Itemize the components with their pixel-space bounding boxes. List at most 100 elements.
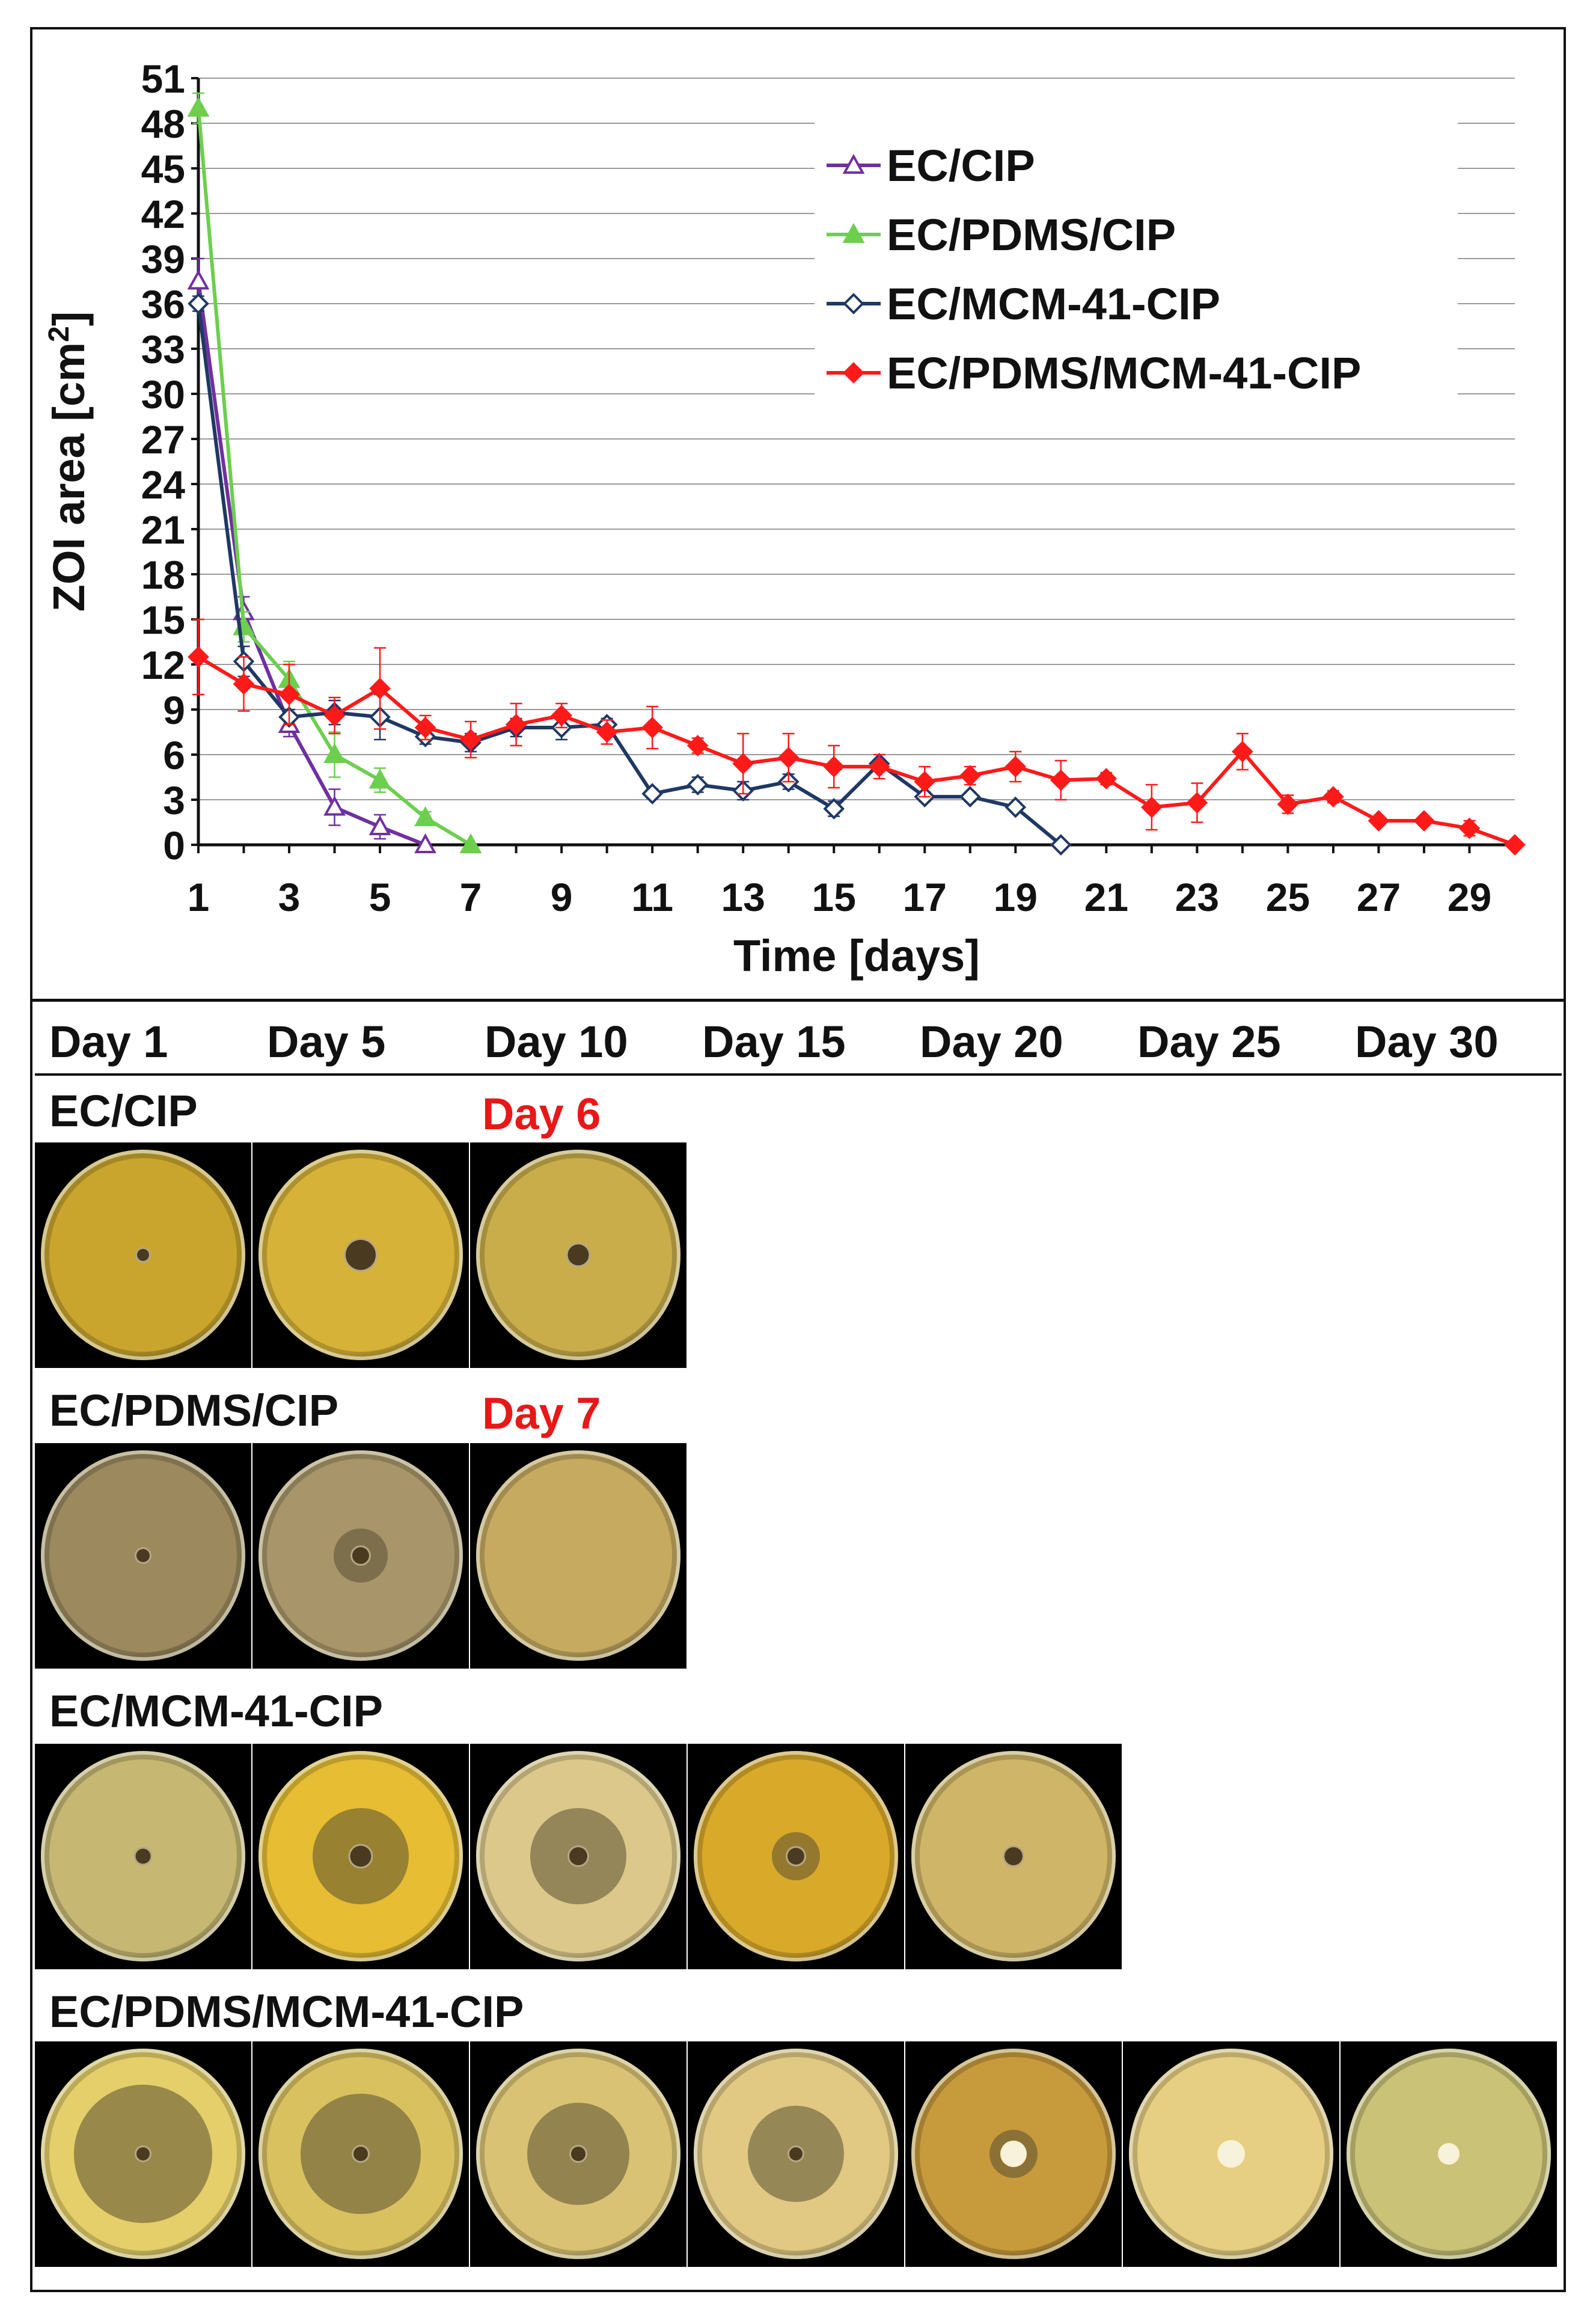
sample-well — [786, 1846, 806, 1866]
legend-label-ec-pdms-cip: EC/PDMS/CIP — [887, 210, 1176, 260]
petri-dish-photo — [35, 1744, 251, 1969]
ec-pdms-mcm-41-cip-point-30 — [1504, 834, 1526, 856]
ec-cip-point-4 — [323, 796, 346, 816]
petri-dish — [694, 2049, 898, 2259]
y-tick-label-24: 24 — [141, 462, 186, 507]
ec-pdms-mcm-41-cip-point-27 — [1368, 810, 1390, 832]
ec-cip-point-1 — [187, 269, 210, 290]
x-tick-label-27: 27 — [1357, 875, 1401, 919]
petri-dish-photo — [470, 1443, 686, 1669]
day-header-15: Day 15 — [702, 1017, 846, 1067]
x-tick-label-7: 7 — [460, 875, 482, 919]
day-header-20: Day 20 — [920, 1017, 1063, 1067]
x-tick-label-21: 21 — [1084, 875, 1128, 919]
chart-panel-border — [30, 27, 1566, 1001]
ec-pdms-mcm-41-cip-point-7 — [460, 729, 482, 750]
legend-label-ec-pdms-mcm-41-cip: EC/PDMS/MCM-41-CIP — [887, 348, 1361, 398]
ec-pdms-cip-point-6 — [414, 806, 436, 826]
petri-dish-photo — [470, 1142, 686, 1368]
ec-pdms-mcm-41-cip-point-8 — [505, 714, 527, 735]
ec-pdms-mcm-41-cip-point-23 — [1186, 792, 1208, 814]
petri-dish — [476, 2049, 680, 2259]
ec-pdms-cip-point-4 — [323, 743, 346, 763]
petri-dish-photo — [905, 2041, 1122, 2267]
y-tick-label-36: 36 — [141, 282, 185, 327]
sample-well — [133, 1847, 153, 1866]
petri-dish-photo — [688, 2041, 904, 2267]
x-tick-label-3: 3 — [278, 875, 301, 919]
legend-marker-ec-pdms-mcm-41-cip — [843, 362, 864, 384]
petri-dish-photo — [35, 1443, 251, 1669]
ec-mcm-41-cip-point-19 — [1004, 796, 1027, 818]
petri-dish — [258, 2049, 463, 2259]
row-label-ec-cip: EC/CIP — [49, 1086, 198, 1136]
y-tick-label-45: 45 — [141, 147, 185, 191]
ec-mcm-41-cip-point-11 — [641, 783, 664, 805]
petri-dish-photo — [35, 2041, 251, 2267]
petri-dish — [41, 2049, 245, 2259]
sample-well — [567, 1845, 589, 1867]
legend-label-ec-cip: EC/CIP — [887, 141, 1035, 191]
ec-pdms-mcm-41-cip-point-5 — [369, 678, 391, 699]
x-tick-label-11: 11 — [631, 875, 673, 919]
petri-dish-photo — [35, 1142, 251, 1368]
ec-mcm-41-cip-point-15 — [823, 798, 845, 820]
ec-pdms-cip-point-1 — [187, 96, 210, 117]
petri-dish-photo — [252, 1443, 469, 1669]
y-tick-label-15: 15 — [141, 598, 185, 642]
legend-marker-ec-cip — [842, 153, 865, 174]
day-header-30: Day 30 — [1355, 1017, 1499, 1067]
sample-well — [344, 1238, 378, 1272]
x-tick-label-23: 23 — [1175, 875, 1219, 919]
ec-pdms-mcm-41-cip-point-29 — [1458, 817, 1481, 839]
x-tick-label-15: 15 — [812, 875, 856, 919]
ec-pdms-mcm-41-cip-point-10 — [596, 721, 618, 743]
sample-well — [135, 1247, 151, 1263]
y-tick-label-27: 27 — [141, 417, 185, 462]
sample-well — [1003, 1845, 1024, 1867]
ec-pdms-mcm-41-cip-point-12 — [686, 735, 709, 756]
ec-pdms-mcm-41-cip-point-22 — [1141, 796, 1163, 818]
header-divider — [35, 1073, 1562, 1076]
petri-dish — [476, 1150, 680, 1360]
sample-well — [1217, 2140, 1245, 2168]
ec-mcm-41-cip-point-1 — [188, 293, 209, 314]
sample-well — [1438, 2143, 1460, 2165]
y-tick-label-3: 3 — [163, 778, 185, 823]
row-endpoint-ec-pdms-cip: Day 7 — [482, 1388, 601, 1438]
petri-dish — [41, 1450, 245, 1661]
ec-pdms-mcm-41-cip-point-28 — [1413, 810, 1435, 832]
petri-dish — [694, 1751, 898, 1961]
y-tick-label-48: 48 — [141, 102, 185, 146]
y-tick-label-30: 30 — [141, 372, 185, 417]
ec-pdms-cip-point-5 — [368, 768, 391, 789]
petri-dish-photo — [1341, 2041, 1557, 2267]
ec-pdms-mcm-41-cip-point-13 — [732, 753, 754, 774]
x-tick-label-29: 29 — [1448, 875, 1491, 919]
ec-pdms-mcm-41-cip-point-15 — [823, 756, 845, 777]
petri-dish — [911, 2049, 1116, 2259]
ec-pdms-cip-point-7 — [459, 833, 482, 853]
x-tick-label-1: 1 — [188, 875, 210, 919]
ec-mcm-41-cip-point-18 — [959, 786, 981, 808]
petri-dish — [1129, 2049, 1333, 2259]
petri-dish-photo — [470, 2041, 686, 2267]
day-header-25: Day 25 — [1137, 1017, 1281, 1067]
sample-well — [348, 1844, 373, 1869]
petri-dish-photo — [470, 1744, 686, 1969]
petri-dish-photo — [252, 1744, 469, 1969]
ec-pdms-mcm-41-cip-point-14 — [777, 747, 800, 768]
x-axis-title: Time [days] — [733, 931, 980, 981]
y-tick-label-9: 9 — [163, 688, 185, 732]
ec-pdms-mcm-41-cip-point-19 — [1004, 756, 1027, 777]
petri-dish — [1347, 2049, 1551, 2259]
y-tick-label-51: 51 — [141, 57, 185, 101]
petri-dish — [476, 1751, 680, 1961]
y-tick-label-21: 21 — [141, 507, 185, 552]
y-tick-label-18: 18 — [141, 553, 185, 597]
petri-dish-photo — [1123, 2041, 1339, 2267]
petri-dish — [258, 1150, 463, 1360]
sample-well — [135, 1547, 151, 1564]
petri-dish — [41, 1150, 245, 1360]
